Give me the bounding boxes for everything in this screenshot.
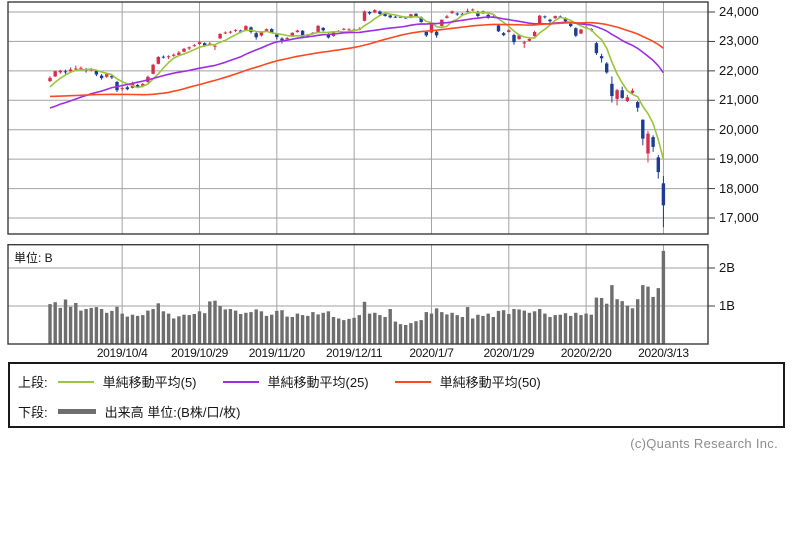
volume-axis-label: 2B — [719, 260, 735, 275]
ma50-legend-line — [394, 380, 431, 383]
ma5-legend-line — [57, 380, 94, 383]
legend-upper-tag: 上段: — [18, 375, 48, 390]
ma5-legend-label: 単純移動平均(5) — [102, 375, 197, 390]
date-axis-label: 2019/10/29 — [170, 346, 229, 360]
volume-gridlines — [8, 244, 715, 344]
ma-line-50 — [49, 21, 664, 98]
date-axis-label: 2020/2/20 — [560, 346, 612, 360]
moving-average-lines — [49, 11, 665, 160]
price-axis-label: 21,000 — [719, 92, 759, 108]
legend-box: 上段: 単純移動平均(5) 単純移動平均(25) 単純移動平均(50) 下段: … — [8, 362, 785, 428]
legend-lower-tag: 下段: — [18, 405, 48, 420]
ma25-legend-label: 単純移動平均(25) — [267, 375, 369, 390]
legend-upper-row: 上段: 単純移動平均(5) 単純移動平均(25) 単純移動平均(50) — [18, 372, 567, 391]
copyright-text: (c)Quants Research Inc. — [630, 436, 778, 451]
price-axis-label: 23,000 — [719, 33, 759, 49]
price-axis-label: 22,000 — [719, 62, 759, 78]
date-axis-label: 2020/3/13 — [638, 346, 689, 360]
volume-panel-border — [7, 244, 709, 345]
date-axis-label: 2020/1/7 — [409, 346, 454, 360]
price-panel-border — [7, 1, 709, 235]
volume-unit-label: 単位: B — [14, 251, 53, 265]
date-axis-label: 2019/11/20 — [248, 346, 305, 360]
date-axis-label: 2020/1/29 — [483, 346, 535, 360]
volume-legend-line — [57, 409, 96, 414]
volume-panel-canvas — [7, 244, 715, 345]
price-axis-label: 20,000 — [719, 121, 759, 137]
price-axis-label: 24,000 — [719, 4, 759, 19]
price-axis-label: 18,000 — [719, 180, 759, 196]
ma-line-5 — [49, 11, 665, 160]
legend-lower-row: 下段: 出来高 単位:(B株/口/枚) — [18, 402, 266, 421]
date-axis-label: 2019/12/11 — [326, 346, 383, 360]
date-axis-label: 2019/10/4 — [96, 346, 148, 360]
volume-axis-label: 1B — [719, 298, 735, 313]
ma25-legend-line — [222, 380, 259, 383]
price-gridlines — [8, 2, 715, 234]
ma50-legend-label: 単純移動平均(50) — [439, 375, 541, 390]
price-axis-label: 19,000 — [719, 151, 759, 167]
price-panel-canvas — [7, 1, 715, 235]
price-axis-label: 17,000 — [719, 210, 759, 225]
volume-legend-label: 出来高 単位:(B株/口/枚) — [104, 405, 241, 420]
volume-bars — [48, 250, 666, 344]
